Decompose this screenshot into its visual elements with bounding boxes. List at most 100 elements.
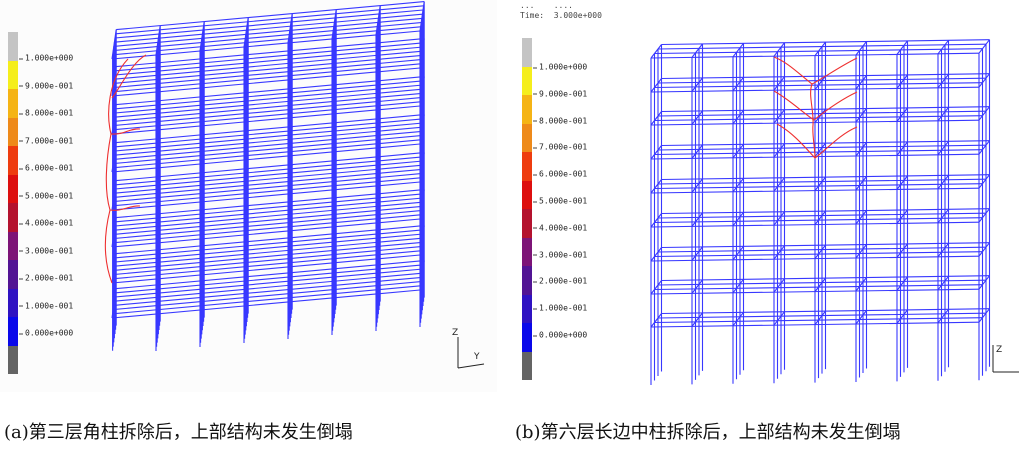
legend-tick-label: 1.000e+000: [18, 53, 74, 63]
beam: [650, 179, 662, 194]
beam: [114, 160, 424, 190]
legend-swatch: [522, 237, 532, 266]
beam: [115, 118, 424, 148]
legend-tick-label: 3.000e-001: [18, 246, 74, 255]
frame-wireframe-b: Z: [650, 39, 1019, 385]
beam: [114, 9, 424, 39]
legend-swatch: [8, 32, 18, 61]
legend-swatch: [8, 231, 18, 260]
legend-swatch: [522, 38, 532, 67]
beam: [114, 50, 423, 80]
legend-swatch: [522, 209, 532, 238]
beam: [773, 143, 785, 158]
beam: [111, 30, 421, 60]
beam: [115, 5, 424, 35]
beam: [732, 42, 744, 58]
beam: [113, 210, 422, 240]
beam: [691, 212, 703, 227]
beam: [112, 139, 421, 169]
beam: [114, 164, 423, 194]
legend-tick-label: 1.000e-001: [18, 301, 74, 310]
beam: [855, 244, 867, 259]
legend-swatch: [8, 288, 18, 317]
beam: [114, 237, 423, 267]
time-readout: Time: 3.000e+000: [520, 11, 602, 20]
beam: [814, 277, 826, 292]
beam: [113, 130, 422, 160]
beam: [650, 247, 662, 262]
beam: [116, 38, 425, 68]
beam: [978, 208, 990, 223]
beam: [896, 107, 908, 122]
legend-swatch: [8, 117, 18, 146]
beam: [113, 241, 422, 271]
legend-swatch: [522, 66, 532, 95]
beam: [115, 42, 424, 72]
beam: [978, 275, 990, 290]
beam: [114, 13, 423, 43]
beam: [732, 109, 744, 125]
beam: [112, 177, 421, 207]
beam: [937, 140, 949, 156]
legend-swatch: [8, 174, 18, 203]
beam: [773, 76, 785, 91]
beam: [937, 73, 949, 89]
beam: [732, 311, 744, 327]
beam: [112, 250, 421, 280]
beam: [855, 176, 867, 191]
beam: [113, 246, 422, 276]
legend-swatch: [522, 351, 532, 380]
legend-swatch: [522, 180, 532, 209]
beam: [111, 67, 421, 97]
legend-tick-label: 5.000e-001: [18, 191, 74, 200]
beam: [937, 174, 949, 190]
legend-swatch: [522, 152, 532, 181]
beam: [937, 106, 949, 122]
beam: [732, 278, 744, 294]
beam: [114, 272, 423, 302]
beam: [112, 26, 421, 56]
beam: [978, 174, 990, 189]
beam: [773, 177, 785, 192]
beam: [773, 245, 785, 260]
beam: [978, 242, 990, 257]
beam: [114, 46, 424, 76]
beam: [115, 264, 424, 294]
beam: [855, 277, 867, 292]
legend-tick-label: 9.000e-001: [18, 81, 74, 90]
legend-tick-label: 8.000e-001: [18, 108, 74, 118]
beam: [113, 168, 422, 198]
deformed-beam: [110, 128, 141, 135]
beam: [855, 41, 867, 56]
beam: [978, 140, 990, 155]
legend-tick-label: 2.000e-001: [532, 276, 588, 286]
beam: [111, 181, 421, 211]
beam: [773, 42, 785, 57]
beam: [814, 210, 826, 225]
beam: [896, 74, 908, 89]
deformed-column: [104, 58, 129, 284]
beam: [116, 152, 425, 182]
beam: [113, 173, 422, 203]
beam: [691, 43, 703, 58]
color-legend-bar: [8, 32, 18, 374]
beam: [113, 276, 422, 306]
figure-caption-b: (b)第六层长边中柱拆除后，上部结构未发生倒塌: [515, 422, 901, 443]
beam: [691, 144, 703, 159]
color-legend-bar: [522, 38, 532, 380]
beam: [112, 285, 421, 315]
beam: [732, 177, 744, 193]
beam: [111, 254, 421, 284]
beam: [113, 92, 422, 122]
beam: [116, 1, 425, 31]
beam: [113, 17, 422, 47]
legend-swatch: [8, 146, 18, 175]
beam: [814, 142, 826, 157]
beam: [113, 281, 422, 311]
legend-tick-label: 7.000e-001: [532, 142, 588, 152]
legend-tick-label: 4.000e-001: [18, 218, 74, 228]
axis-z-label: Z: [996, 345, 1002, 355]
beam: [814, 41, 826, 56]
beam: [773, 311, 785, 326]
beam: [112, 214, 421, 244]
